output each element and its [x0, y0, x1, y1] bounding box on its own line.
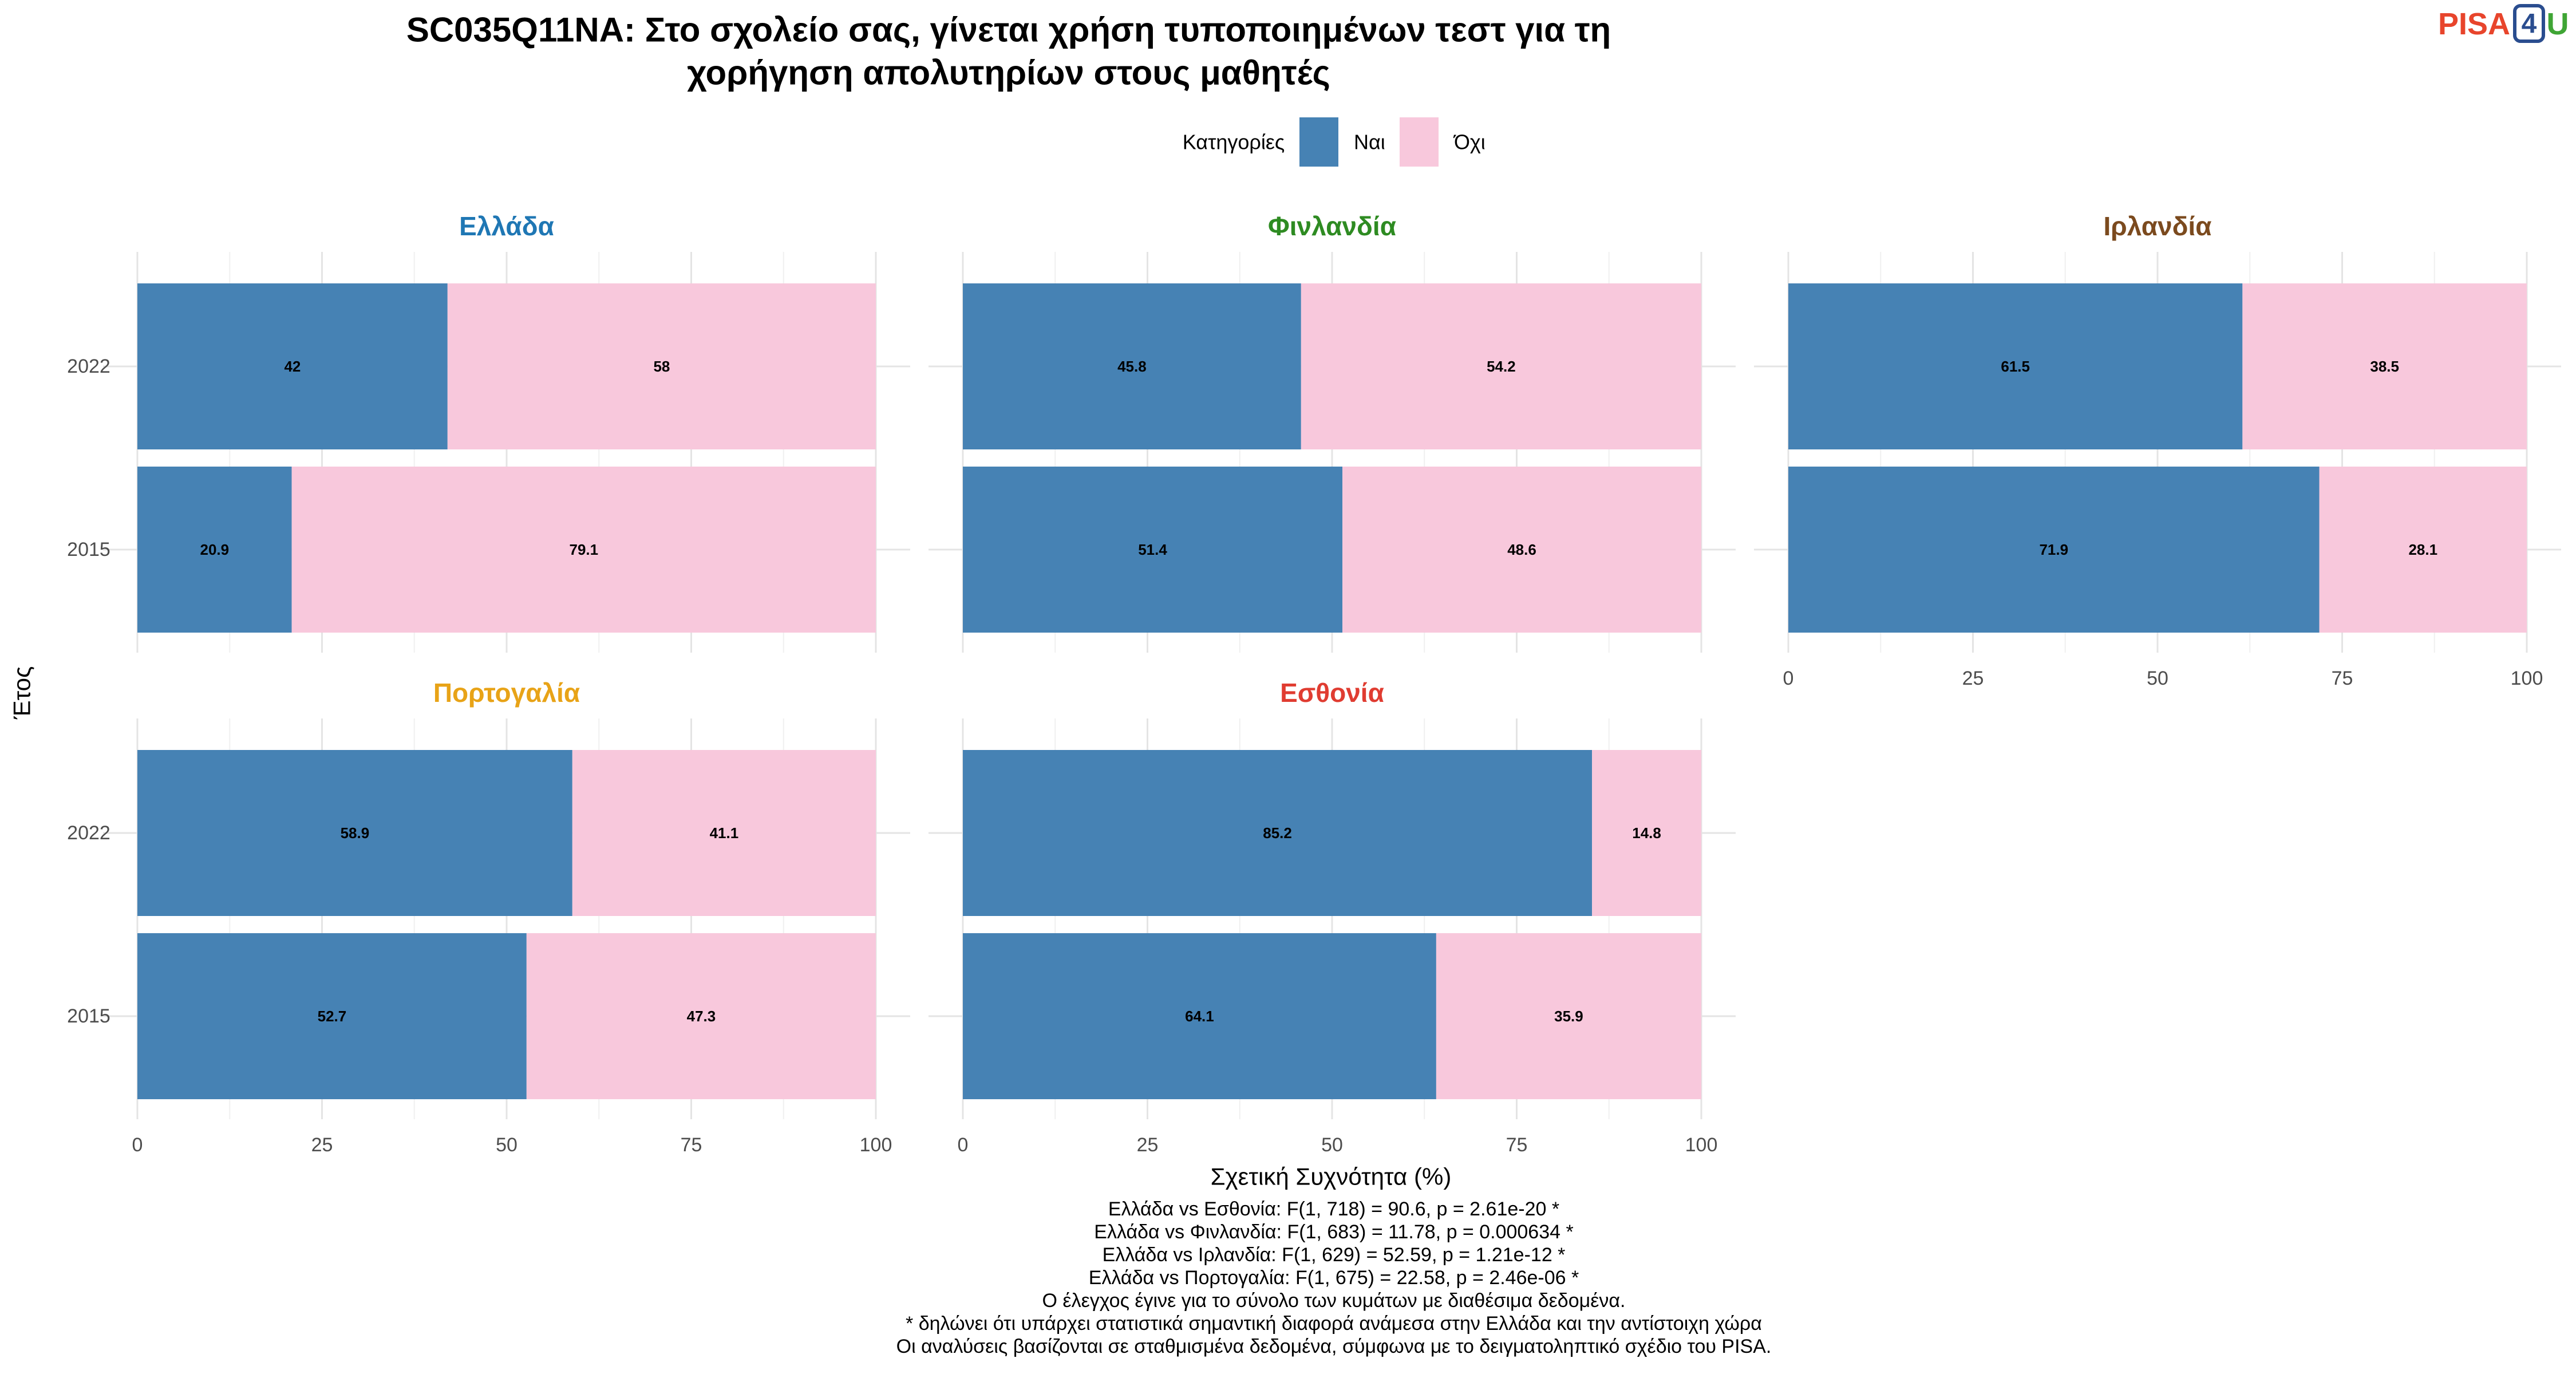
panel-3-bar-2022-yes [1788, 283, 2243, 449]
panel-2-bar-2022-no [1301, 283, 1701, 449]
panel-3-bar-2015-no [2319, 467, 2527, 633]
legend-swatch-yes [1299, 117, 1338, 167]
panel-5-data-label-2022-yes: 85.2 [1263, 824, 1292, 842]
chart-title-line-1: SC035Q11NA: Στο σχολείο σας, γίνεται χρή… [406, 11, 1611, 49]
panel-5-bar-2022-yes [963, 750, 1593, 916]
panel-4-data-label-2015-yes: 52.7 [318, 1008, 347, 1025]
panel-4-data-label-2015-no: 47.3 [687, 1008, 716, 1025]
panel-1-data-label-2015-yes: 20.9 [200, 541, 230, 558]
panel-5-xtick-0: 0 [958, 1134, 969, 1156]
panel-3-xtick-100: 100 [2511, 668, 2543, 689]
logo-text-u: U [2547, 7, 2569, 41]
panel-4-bar-2015-no [526, 933, 876, 1099]
panel-5-xtick-100: 100 [1685, 1134, 1718, 1156]
panel-2-data-label-2015-no: 48.6 [1507, 541, 1536, 558]
panel-2-data-label-2015-yes: 51.4 [1138, 541, 1167, 558]
panel-1-bar-2022-yes [137, 283, 448, 449]
x-axis-label: Σχετική Συχνότητα (%) [1211, 1163, 1452, 1190]
panel-4-ytick-2015: 2015 [67, 1005, 110, 1027]
chart-title-line-2: χορήγηση απολυτηρίων στους μαθητές [687, 54, 1330, 92]
footnote-line-6: * δηλώνει ότι υπάρχει στατιστικά σημαντι… [906, 1313, 1762, 1334]
footnote-line-3: Ελλάδα vs Ιρλανδία: F(1, 629) = 52.59, p… [1103, 1244, 1566, 1266]
footnote-line-2: Ελλάδα vs Φινλανδία: F(1, 683) = 11.78, … [1094, 1221, 1573, 1243]
panel-5-xtick-75: 75 [1506, 1134, 1528, 1156]
panel-3-bar-2015-yes [1788, 467, 2320, 633]
panel-2-bar-2015-no [1342, 467, 1701, 633]
panel-3-xtick-50: 50 [2147, 668, 2168, 689]
panel-1-data-label-2015-no: 79.1 [570, 541, 599, 558]
panel-5-bar-2015-yes [963, 933, 1436, 1099]
panel-2-bar-2015-yes [963, 467, 1343, 633]
panel-4-data-label-2022-no: 41.1 [710, 824, 739, 842]
footnote-line-7: Οι αναλύσεις βασίζονται σε σταθμισμένα δ… [896, 1336, 1772, 1357]
panel-1-ytick-2022: 2022 [67, 356, 110, 377]
panel-2-data-label-2022-no: 54.2 [1487, 358, 1516, 375]
panel-4-data-label-2022-yes: 58.9 [341, 824, 370, 842]
panel-3-title: Ιρλανδία [2103, 211, 2211, 241]
legend-swatch-no [1400, 117, 1439, 167]
panel-2-bar-2022-yes [963, 283, 1301, 449]
panel-1-ytick-2015: 2015 [67, 539, 110, 560]
panel-4-xtick-50: 50 [496, 1134, 517, 1156]
panel-3-bar-2022-no [2242, 283, 2527, 449]
footnote-line-5: Ο έλεγχος έγινε για το σύνολο των κυμάτω… [1042, 1290, 1626, 1312]
panel-5-data-label-2022-no: 14.8 [1632, 824, 1661, 842]
panel-3-xtick-0: 0 [1783, 668, 1794, 689]
panel-2-data-label-2022-yes: 45.8 [1117, 358, 1147, 375]
panel-4-xtick-25: 25 [311, 1134, 333, 1156]
panel-3-data-label-2022-no: 38.5 [2370, 358, 2399, 375]
panel-4-bar-2022-yes [137, 750, 572, 916]
logo-text-4: 4 [2522, 9, 2537, 40]
panel-1-data-label-2022-no: 58 [653, 358, 670, 375]
panel-4-xtick-75: 75 [681, 1134, 702, 1156]
panel-5-data-label-2015-yes: 64.1 [1185, 1008, 1214, 1025]
panel-3-xtick-75: 75 [2332, 668, 2353, 689]
panel-1-bar-2022-no [447, 283, 876, 449]
panel-3-data-label-2015-yes: 71.9 [2039, 541, 2068, 558]
footnote-line-1: Ελλάδα vs Εσθονία: F(1, 718) = 90.6, p =… [1108, 1198, 1559, 1220]
footnote-line-4: Ελλάδα vs Πορτογαλία: F(1, 675) = 22.58,… [1089, 1267, 1579, 1289]
legend-label-no: Όχι [1453, 131, 1485, 154]
panel-4-xtick-0: 0 [132, 1134, 143, 1156]
panel-1-bar-2015-yes [137, 467, 292, 633]
panel-1-bar-2015-no [291, 467, 876, 633]
panel-3-data-label-2022-yes: 61.5 [2001, 358, 2030, 375]
y-axis-label: Έτος [9, 666, 35, 720]
logo-box [2513, 4, 2545, 43]
panel-5-data-label-2015-no: 35.9 [1554, 1008, 1583, 1025]
pisa4u-logo: PISA 4 U [2438, 4, 2569, 43]
panel-5-xtick-50: 50 [1321, 1134, 1343, 1156]
panel-1-title: Ελλάδα [459, 211, 554, 241]
panel-4-xtick-100: 100 [860, 1134, 892, 1156]
logo-text-pisa: PISA [2438, 7, 2510, 41]
panel-4-title: Πορτογαλία [433, 678, 580, 708]
panel-4-ytick-2022: 2022 [67, 822, 110, 844]
panel-5-title: Εσθονία [1280, 678, 1384, 708]
panel-1-data-label-2022-yes: 42 [284, 358, 301, 375]
panel-2-title: Φινλανδία [1268, 211, 1396, 241]
panel-3-data-label-2015-no: 28.1 [2408, 541, 2437, 558]
panel-3-xtick-25: 25 [1962, 668, 1984, 689]
legend-title: Κατηγορίες [1183, 131, 1285, 154]
panel-5-bar-2015-no [1436, 933, 1701, 1099]
panel-5-xtick-25: 25 [1137, 1134, 1159, 1156]
panel-4-bar-2022-no [572, 750, 876, 916]
panel-4-bar-2015-yes [137, 933, 527, 1099]
legend-label-yes: Ναι [1354, 131, 1385, 154]
panel-5-bar-2022-no [1592, 750, 1701, 916]
